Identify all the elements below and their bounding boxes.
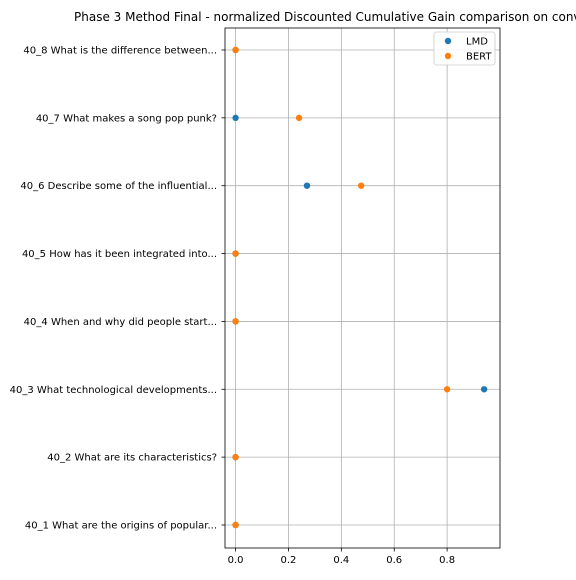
y-tick-label: 40_7 What makes a song pop punk? (36, 113, 217, 124)
y-tick-label: 40_2 What are its characteristics? (47, 453, 217, 464)
data-points (232, 46, 488, 529)
y-tick-label: 40_5 How has it been integrated into... (22, 249, 217, 260)
axes: 0.0 0.2 0.4 0.6 0.8 40_1 What are the origins… (10, 27, 501, 566)
point-bert (443, 386, 451, 393)
point-bert (232, 521, 239, 529)
point-bert (295, 114, 303, 122)
point-bert (232, 250, 239, 257)
legend-marker-lmd (444, 37, 452, 45)
point-bert (357, 182, 365, 189)
legend: LMD BERT (433, 31, 496, 66)
legend-label-lmd: LMD (466, 37, 488, 48)
y-tick-label: 40_4 When and why did people start... (24, 317, 217, 328)
x-tick-label: 0.4 (333, 555, 349, 566)
plot-frame (224, 27, 501, 549)
chart-title: Phase 3 Method Final - normalized Discou… (74, 10, 576, 24)
legend-marker-bert (444, 52, 452, 60)
x-tick-label: 0.0 (228, 555, 244, 566)
x-tick-label: 0.2 (281, 555, 297, 566)
point-bert (232, 318, 239, 325)
y-tick-label: 40_1 What are the origins of popular... (25, 521, 217, 532)
point-lmd (480, 386, 488, 393)
y-tick-label: 40_6 Describe some of the influential... (20, 181, 217, 192)
y-tick-label: 40_3 What technological developments... (10, 385, 217, 396)
point-bert (232, 46, 239, 54)
x-tick-label: 0.8 (439, 555, 455, 566)
point-lmd (232, 114, 239, 122)
point-bert (232, 453, 239, 461)
x-tick-label: 0.6 (386, 555, 402, 566)
point-lmd (303, 182, 311, 189)
y-tick-label: 40_8 What is the difference between... (23, 45, 217, 56)
legend-label-bert: BERT (466, 52, 492, 63)
